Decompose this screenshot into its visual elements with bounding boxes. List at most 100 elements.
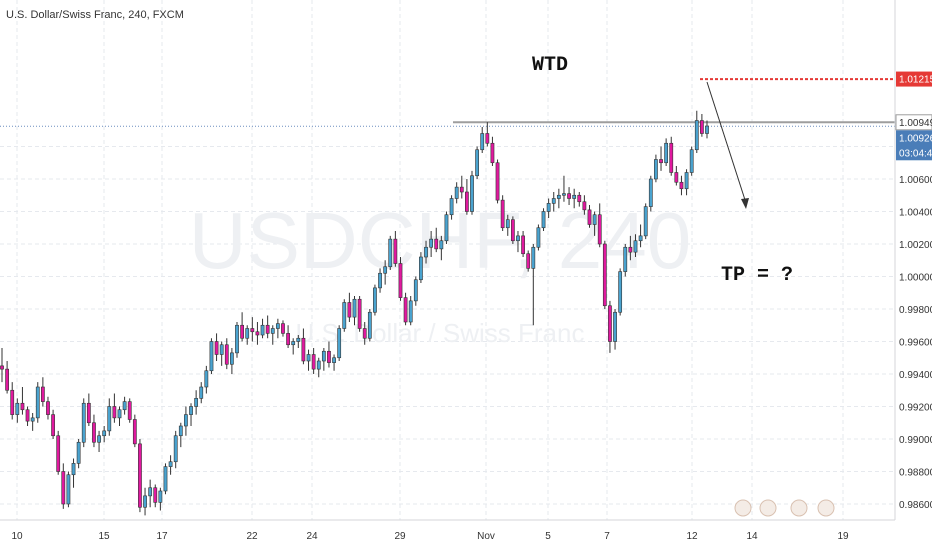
candle-body (510, 219, 515, 242)
candle-body (367, 311, 372, 339)
candle-body (194, 398, 199, 407)
candle-body (178, 425, 183, 437)
candle-body (526, 253, 531, 269)
candle-body (551, 198, 556, 204)
candle-body (46, 401, 50, 415)
x-tick-label: 12 (686, 531, 698, 542)
candle-body (480, 133, 485, 151)
candle-body (66, 474, 71, 505)
candle-body (490, 142, 495, 164)
y-tick-label: 1.00600 (899, 175, 932, 186)
candle-body (138, 443, 142, 508)
y-tick-label: 1.00400 (899, 208, 932, 219)
candle-body (485, 133, 490, 144)
candle-body (413, 279, 418, 302)
candle-body (444, 214, 449, 242)
annotation-wtd: WTD (532, 54, 568, 77)
candle-body (623, 246, 628, 272)
candle-body (449, 198, 454, 216)
chart-title: U.S. Dollar/Swiss Franc, 240, FXCM (6, 9, 184, 21)
candle-body (265, 324, 270, 334)
candle-body (209, 341, 214, 372)
y-tick-label: 0.99800 (899, 305, 932, 316)
candle-body (459, 186, 464, 193)
price-tag-target: 1.01215 (896, 71, 932, 87)
x-tick-label: 22 (246, 531, 258, 542)
candle-body (388, 238, 393, 268)
candle-body (393, 238, 398, 264)
candle-body (255, 331, 260, 336)
y-tick-label: 0.99000 (899, 435, 932, 446)
price-tag-resistance-text: 1.00949 (899, 118, 932, 129)
candle-body (132, 419, 137, 445)
us-flag-icon[interactable] (790, 499, 808, 517)
candle-body (689, 149, 694, 173)
candle-body (97, 435, 101, 443)
candle-body (296, 337, 301, 342)
candle-body (608, 305, 612, 342)
candle-body (669, 142, 674, 173)
candle-body (470, 175, 474, 212)
us-flag-icon[interactable] (759, 499, 777, 517)
candle-body (434, 238, 439, 250)
candle-body (199, 386, 204, 399)
candle-body (127, 401, 132, 420)
grid (0, 0, 895, 520)
candle-body (424, 246, 428, 258)
us-flag-icon[interactable] (817, 499, 835, 517)
candle-body (347, 302, 352, 318)
candle-body (694, 120, 699, 151)
x-tick-label: Nov (477, 531, 495, 542)
y-tick-label: 0.99200 (899, 403, 932, 414)
candle-body (306, 354, 311, 362)
price-tag-target-text: 1.01215 (899, 75, 932, 86)
candle-body (245, 328, 250, 339)
candle-body (531, 246, 536, 269)
time-axis: 10 15 17 22 24 29 Nov 5 7 12 14 19 (11, 531, 849, 542)
candle-body (286, 333, 290, 346)
candle-body (582, 201, 587, 211)
candle-body (648, 178, 653, 207)
candle-body (597, 214, 602, 245)
candle-body (383, 266, 388, 274)
candle-body (633, 240, 638, 253)
x-tick-label: 5 (545, 531, 551, 542)
price-tag-target-bg (896, 71, 932, 87)
candles (0, 110, 709, 516)
candle-body (15, 402, 20, 415)
price-tag-resistance-bg (895, 114, 932, 131)
candle-body (219, 344, 224, 355)
y-tick-label: 0.99600 (899, 338, 932, 349)
candle-body (429, 238, 434, 248)
candle-body (189, 406, 193, 415)
candle-body (700, 120, 704, 134)
x-tick-label: 15 (98, 531, 110, 542)
candle-body (250, 328, 255, 333)
candle-body (567, 193, 571, 199)
us-flag-icon[interactable] (734, 499, 752, 517)
candle-body (536, 227, 541, 248)
candle-body (92, 422, 96, 443)
candle-body (332, 357, 336, 363)
event-flags[interactable] (734, 499, 835, 517)
candle-body (112, 406, 117, 419)
candle-body (260, 324, 265, 336)
candle-body (86, 402, 91, 424)
x-tick-label: 24 (306, 531, 318, 542)
candle-body (224, 344, 229, 365)
candle-body (0, 365, 4, 370)
price-axis: 0.98600 0.98800 0.99000 0.99200 0.99400 0.996… (899, 143, 932, 512)
candle-body (572, 194, 577, 199)
candle-body (643, 206, 648, 237)
candle-body (30, 417, 35, 422)
candle-body (654, 159, 658, 180)
candle-body (122, 401, 127, 411)
candle-body (102, 430, 107, 437)
y-tick-label: 0.99400 (899, 370, 932, 381)
candle-body (679, 181, 684, 190)
candle-body (51, 414, 55, 437)
annotation-tp: TP = ? (721, 264, 793, 287)
candle-body (20, 402, 25, 411)
candle-body (541, 211, 546, 229)
